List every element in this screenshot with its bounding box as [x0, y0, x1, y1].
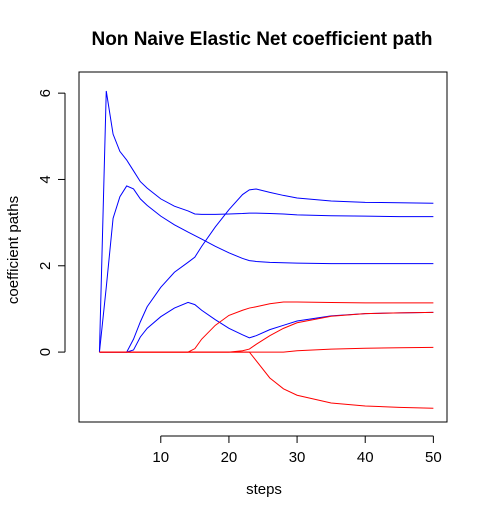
y-tick-label: 2 [37, 262, 54, 270]
x-tick-label: 50 [425, 449, 442, 466]
series-line [99, 346, 434, 353]
chart-title: Non Naive Elastic Net coefficient path [91, 29, 432, 50]
series-line [99, 301, 434, 353]
series-line [99, 351, 434, 409]
x-tick-label: 20 [221, 449, 238, 466]
series-line [99, 301, 434, 353]
x-tick-label: 10 [152, 449, 169, 466]
y-axis-label: coefficient paths [5, 196, 22, 304]
y-tick-label: 4 [37, 175, 54, 183]
series-line [98, 185, 434, 353]
series-line [99, 311, 434, 353]
plot-frame [78, 71, 448, 423]
y-tick-label: 0 [37, 348, 54, 356]
y-tick-label: 6 [37, 89, 54, 97]
x-tick-label: 40 [357, 449, 374, 466]
series-line [98, 90, 434, 353]
x-axis-label: steps [246, 481, 282, 498]
x-tick-label: 30 [289, 449, 306, 466]
